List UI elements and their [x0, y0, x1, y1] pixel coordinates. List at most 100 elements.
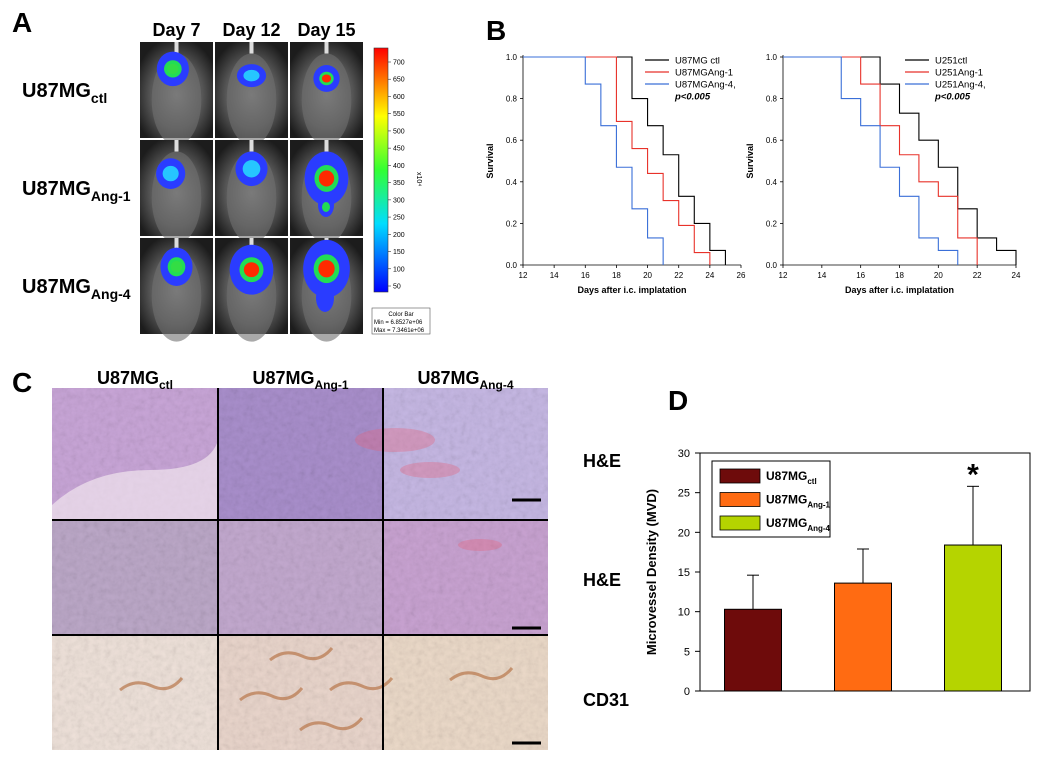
x-tick-label: 18 — [612, 271, 621, 280]
error-bar — [747, 574, 759, 610]
legend-label-main: U87MG — [766, 493, 807, 507]
row-label-main: U87MG — [22, 80, 91, 102]
bar — [944, 544, 1002, 692]
y-tick-label: 30 — [678, 448, 690, 460]
annotation: p<0.005 — [674, 92, 711, 103]
annotation: p<0.005 — [934, 92, 971, 103]
histology-texture — [218, 520, 383, 635]
ear-bar — [174, 140, 179, 152]
colorbar-box-text: Min = 6.8527e+06 — [374, 320, 423, 326]
cd31-stain — [449, 667, 514, 682]
row-label-sub: Ang-4 — [91, 286, 131, 302]
histology-texture — [218, 388, 383, 520]
x-axis-label: Days after i.c. implatation — [845, 285, 954, 295]
x-tick-label: 12 — [779, 271, 788, 280]
cd31-stain — [299, 717, 364, 732]
colorbar-box-text: Color Bar — [388, 312, 413, 318]
histology-texture — [383, 520, 548, 635]
colorbar-tick-label: 200 — [393, 232, 405, 239]
legend-swatch — [719, 492, 761, 507]
row-label-main: U87MG — [22, 276, 91, 298]
vessel — [458, 539, 502, 551]
x-tick-label: 20 — [934, 271, 943, 280]
signal-core — [243, 69, 260, 82]
ear-bar — [324, 140, 329, 152]
x-tick-label: 16 — [581, 271, 590, 280]
y-tick-label: 10 — [678, 607, 690, 619]
legend-label: U87MG ctl — [675, 56, 720, 67]
signal — [316, 284, 334, 312]
y-tick-label: 20 — [678, 527, 690, 539]
column-label-sub: Ang-1 — [315, 378, 349, 392]
vessel — [355, 428, 435, 452]
column-label-main: U87MG — [252, 368, 314, 388]
survival-curve — [783, 56, 959, 265]
colorbar-tick-label: 500 — [393, 128, 405, 135]
ear-bar — [249, 140, 254, 152]
bar — [834, 582, 892, 692]
colorbar-tick-label: 150 — [393, 249, 405, 256]
y-tick-label: 1.0 — [766, 53, 778, 62]
colorbar-tick-label: 400 — [393, 163, 405, 170]
x-tick-label: 24 — [1012, 271, 1021, 280]
panel-label: D — [668, 385, 688, 416]
y-tick-label: 0 — [684, 686, 690, 698]
colorbar-tick-label: 350 — [393, 180, 405, 187]
legend-label-main: U87MG — [766, 469, 807, 483]
signal-core — [322, 202, 330, 212]
survival-curve — [523, 56, 726, 265]
x-tick-label: 24 — [705, 271, 714, 280]
legend-swatch — [719, 515, 761, 531]
row-label: CD31 — [583, 690, 629, 710]
day-label: Day 7 — [152, 20, 200, 40]
column-label-main: U87MG — [417, 368, 479, 388]
x-tick-label: 12 — [519, 271, 528, 280]
colorbar-box — [371, 307, 431, 335]
y-axis-label: Microvessel Density (MVD) — [644, 489, 659, 655]
error-bar — [857, 548, 869, 584]
y-tick-label: 0.6 — [766, 136, 778, 145]
colorbar-tick-label: 650 — [393, 77, 405, 84]
survival-curve — [523, 56, 664, 265]
survival-curve — [783, 56, 978, 265]
panel-label: B — [486, 15, 506, 46]
panel-label: C — [12, 367, 32, 398]
cd31-stain — [329, 677, 394, 692]
colorbar-tick-label: 100 — [393, 266, 405, 273]
legend-label: U87MGAng-4 — [766, 516, 831, 533]
y-tick-label: 0.8 — [766, 95, 778, 104]
x-tick-label: 18 — [895, 271, 904, 280]
x-axis-label: Days after i.c. implatation — [577, 285, 686, 295]
legend-label-sub: ctl — [807, 477, 816, 486]
legend-label: U87MGAng-1 — [766, 493, 831, 510]
row-label: H&E — [583, 570, 621, 590]
ear-bar — [174, 42, 179, 54]
colorbar-tick-label: 600 — [393, 94, 405, 101]
x-tick-label: 20 — [643, 271, 652, 280]
ear-bar — [249, 42, 254, 54]
y-tick-label: 0.8 — [506, 95, 518, 104]
legend-label: U251Ang-4, — [935, 80, 986, 91]
y-tick-label: 0.2 — [506, 219, 518, 228]
colorbar-tick-label: 700 — [393, 60, 405, 67]
ear-bar — [324, 42, 329, 54]
legend-label: U251Ang-1 — [935, 68, 983, 79]
colorbar-tick-label: 550 — [393, 111, 405, 118]
survival-curve — [783, 56, 1017, 265]
row-label-sub: Ang-1 — [91, 188, 131, 204]
x-tick-label: 22 — [674, 271, 683, 280]
histology-texture — [218, 635, 383, 750]
colorbar — [373, 47, 389, 293]
x-tick-label: 14 — [817, 271, 826, 280]
y-axis-label: Survival — [485, 143, 495, 178]
colorbar-box-text: Max = 7.3461e+06 — [374, 328, 425, 334]
day-label: Day 15 — [297, 20, 355, 40]
signal-peak — [243, 262, 260, 278]
tissue-edge — [52, 440, 218, 520]
row-label: U87MGAng-4 — [22, 276, 131, 302]
legend-label: U87MGctl — [766, 469, 817, 486]
legend-label-sub: Ang-1 — [807, 501, 830, 510]
day-label: Day 12 — [222, 20, 280, 40]
